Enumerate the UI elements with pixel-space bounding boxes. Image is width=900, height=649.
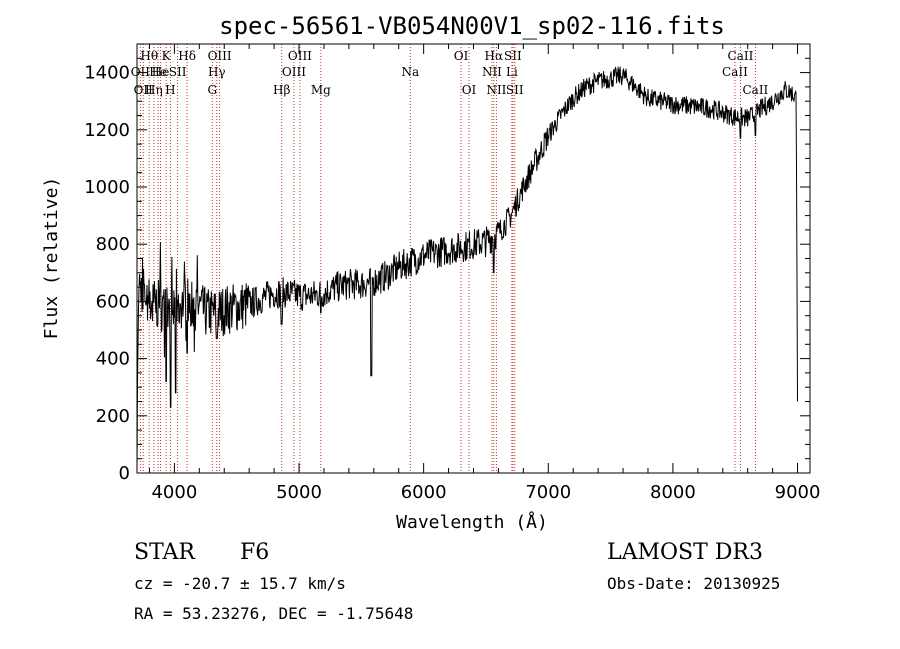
survey-name: LAMOST DR3 — [607, 540, 763, 565]
spectral-line-label: NII — [486, 83, 506, 97]
spectral-line-label: OII — [131, 65, 151, 79]
y-tick-label: 400 — [96, 349, 130, 370]
spectral-line-label: CaII — [722, 65, 748, 79]
x-tick-label: 5000 — [276, 482, 322, 503]
x-tick-label: 9000 — [775, 482, 821, 503]
spectral-line-label: SII — [504, 49, 522, 63]
spectral-line-label: He — [152, 65, 170, 79]
spectral-line-label: Li — [506, 65, 518, 79]
spectral-line-label: Hδ — [178, 49, 196, 63]
spectral-line-label: NII — [482, 65, 502, 79]
spectral-line-label: SII — [169, 65, 187, 79]
spectral-line-label: Na — [401, 65, 419, 79]
spectral-line-label: Mg — [311, 83, 331, 97]
y-tick-label: 1000 — [84, 177, 130, 198]
spectral-line-label: Hγ — [208, 65, 226, 79]
spectral-line-label: CaII — [742, 83, 768, 97]
spectrum-series — [136, 66, 798, 474]
spectrum-line-series — [136, 66, 798, 474]
axis-ticks: 4000 5000 6000 7000 8000 9000 0 200 400 600 800 100… — [84, 44, 820, 503]
spectral-line-label: CaII — [728, 49, 754, 63]
spectral-line-label: OIII — [208, 49, 232, 63]
y-tick-label: 1200 — [84, 120, 130, 141]
spectral-line-label: He — [149, 65, 167, 79]
x-tick-label: 6000 — [401, 482, 447, 503]
spectral-line-label: Hβ — [273, 83, 290, 97]
x-tick-label: 8000 — [650, 482, 696, 503]
x-axis-label: Wavelength (Å) — [396, 511, 548, 533]
object-subclass: F6 — [240, 540, 269, 565]
y-tick-label: 600 — [96, 291, 130, 312]
x-tick-label: 4000 — [151, 482, 197, 503]
spectral-line-label: K — [162, 49, 172, 63]
redshift-text: cz = -20.7 ± 15.7 km/s — [134, 574, 346, 593]
spectral-line-label: SII — [506, 83, 524, 97]
spectral-line-label: H — [165, 83, 175, 97]
spectral-line-label: G — [207, 83, 217, 97]
object-class: STAR — [134, 540, 196, 565]
spectral-line-label: Hα — [485, 49, 504, 63]
obs-date: Obs-Date: 20130925 — [607, 574, 780, 593]
spectral-line-label: OIII — [288, 49, 312, 63]
spectral-line-label: OIII — [282, 65, 306, 79]
x-tick-label: 7000 — [525, 482, 571, 503]
spectral-line-label: OI — [462, 83, 477, 97]
chart-title: spec-56561-VB054N00V1_sp02-116.fits — [219, 12, 725, 40]
spectral-line-label: OI — [454, 49, 469, 63]
coordinates: RA = 53.23276, DEC = -1.75648 — [134, 604, 413, 623]
spectral-line-label: Hη — [145, 83, 163, 97]
y-tick-label: 0 — [119, 463, 130, 484]
y-tick-label: 800 — [96, 234, 130, 255]
y-tick-label: 200 — [96, 406, 130, 427]
spectral-lines: OIIOIIHθHηHeHeKHSIIHδGHγOIIIHβOIIIOIIIMg… — [131, 44, 769, 473]
y-axis-label: Flux (relative) — [41, 177, 62, 340]
y-tick-label: 1400 — [84, 63, 130, 84]
spectral-line-label: Hθ — [140, 49, 158, 63]
